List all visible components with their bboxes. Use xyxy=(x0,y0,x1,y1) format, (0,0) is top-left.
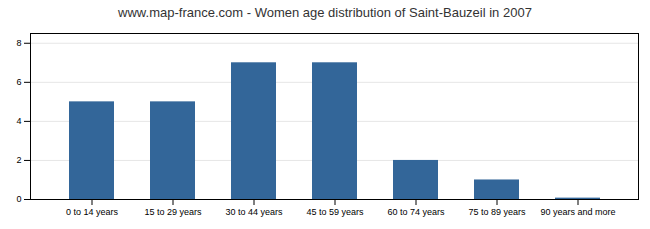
html-text:www.map-france.com - Women age: www.map-france.com - Women age distribut… xyxy=(118,5,532,20)
svg-text:6: 6 xyxy=(16,77,21,87)
svg-text:8: 8 xyxy=(16,38,21,48)
svg-text:30 to 44 years: 30 to 44 years xyxy=(225,207,283,217)
svg-text:60 to 74 years: 60 to 74 years xyxy=(387,207,445,217)
svg-text:75 to 89 years: 75 to 89 years xyxy=(468,207,526,217)
svg-text:0 to 14 years: 0 to 14 years xyxy=(66,207,119,217)
svg-text:0: 0 xyxy=(16,194,21,204)
svg-text:2: 2 xyxy=(16,155,21,165)
svg-text:90 years and more: 90 years and more xyxy=(540,207,615,217)
svg-text:15 to 29 years: 15 to 29 years xyxy=(144,207,202,217)
svg-text:4: 4 xyxy=(16,116,21,126)
svg-text:45 to 59 years: 45 to 59 years xyxy=(306,207,364,217)
